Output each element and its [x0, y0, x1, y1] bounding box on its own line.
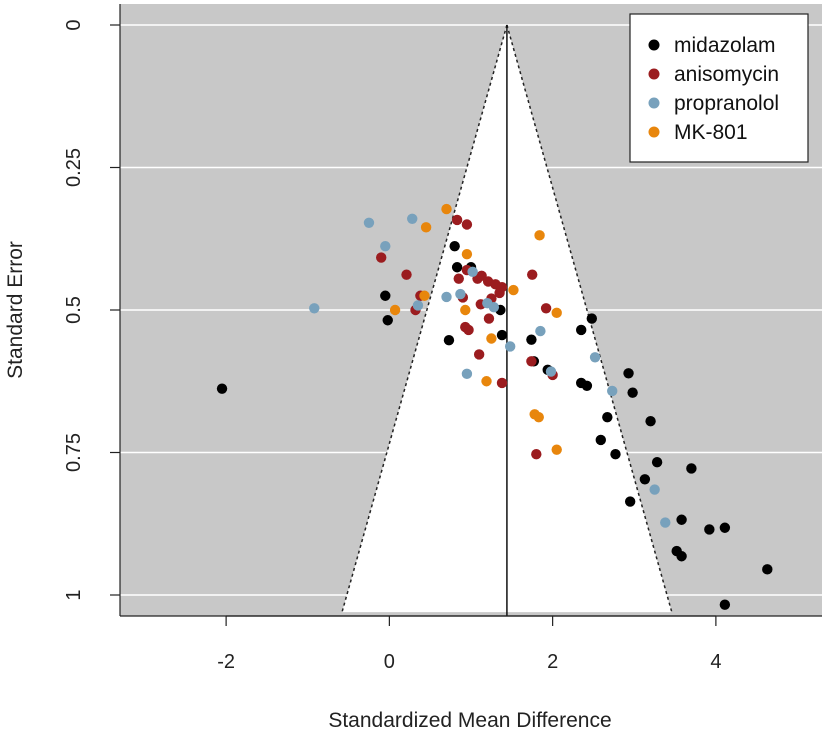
point-propranolol — [535, 325, 546, 337]
point-propranolol — [380, 240, 391, 252]
x-tick-label: 2 — [547, 651, 558, 673]
point-midazolam — [719, 522, 731, 533]
point-midazolam — [686, 463, 697, 474]
point-propranolol — [545, 366, 557, 377]
y-axis-title: Standard Error — [4, 241, 27, 379]
point-midazolam — [526, 334, 537, 345]
point-anisomycin — [463, 324, 474, 336]
point-midazolam — [676, 551, 687, 562]
point-anisomycin — [461, 219, 473, 230]
point-anisomycin — [540, 303, 552, 314]
point-midazolam — [575, 324, 587, 336]
legend-box — [629, 13, 809, 163]
point-midazolam — [581, 380, 593, 392]
point-midazolam — [496, 329, 508, 341]
point-midazolam — [610, 449, 621, 460]
point-anisomycin — [401, 269, 412, 280]
point-propranolol — [363, 217, 375, 228]
point-mk-801 — [533, 411, 544, 423]
point-propranolol — [441, 291, 452, 303]
legend-marker — [648, 39, 660, 51]
legend-label: propranolol — [674, 92, 779, 115]
legend-marker — [648, 97, 660, 109]
legend-marker — [648, 68, 660, 80]
point-midazolam — [595, 434, 606, 446]
point-propranolol — [455, 288, 466, 300]
point-mk-801 — [534, 230, 545, 241]
point-propranolol — [309, 303, 320, 314]
x-tick-label: 0 — [384, 651, 395, 673]
point-mk-801 — [460, 304, 471, 316]
point-anisomycin — [527, 269, 538, 280]
y-tick-label: 1 — [63, 589, 85, 600]
point-anisomycin — [496, 377, 508, 389]
point-mk-801 — [551, 307, 562, 319]
point-anisomycin — [451, 214, 463, 226]
point-mk-801 — [461, 248, 473, 260]
x-axis: -2 0 2 4 — [120, 615, 822, 673]
point-midazolam — [216, 383, 228, 394]
point-propranolol — [467, 266, 478, 278]
x-tick-label: 4 — [710, 651, 721, 673]
point-anisomycin — [531, 449, 542, 460]
point-propranolol — [649, 484, 660, 495]
point-propranolol — [607, 385, 618, 397]
y-tick-label: 0.25 — [63, 148, 85, 187]
point-midazolam — [624, 496, 636, 507]
point-midazolam — [639, 474, 651, 485]
y-tick-label: 0 — [63, 19, 85, 30]
point-midazolam — [586, 313, 598, 324]
point-midazolam — [380, 290, 391, 301]
point-propranolol — [504, 341, 516, 352]
point-anisomycin — [483, 313, 495, 324]
point-anisomycin — [376, 252, 387, 263]
point-anisomycin — [453, 273, 464, 284]
point-midazolam — [623, 368, 634, 379]
point-midazolam — [382, 315, 393, 326]
point-propranolol — [488, 301, 500, 313]
point-propranolol — [461, 368, 473, 380]
point-midazolam — [704, 524, 715, 535]
legend-label: MK-801 — [674, 121, 748, 144]
point-propranolol — [407, 213, 418, 224]
y-tick-label: 0.5 — [63, 296, 85, 324]
point-midazolam — [627, 387, 638, 398]
point-propranolol — [660, 517, 671, 528]
legend-label: anisomycin — [674, 63, 779, 86]
legend-marker — [648, 126, 660, 138]
point-mk-801 — [486, 333, 497, 344]
point-propranolol — [412, 300, 424, 311]
legend-label: midazolam — [674, 34, 776, 57]
point-propranolol — [589, 352, 601, 363]
point-mk-801 — [389, 304, 401, 316]
point-mk-801 — [420, 222, 432, 233]
point-midazolam — [645, 415, 656, 427]
point-mk-801 — [441, 203, 452, 215]
point-anisomycin — [526, 356, 537, 367]
point-midazolam — [651, 456, 663, 468]
y-axis: 0 0.25 0.5 0.75 1 — [63, 4, 121, 616]
point-mk-801 — [481, 376, 492, 387]
point-midazolam — [449, 240, 460, 252]
point-anisomycin — [473, 349, 485, 360]
point-midazolam — [676, 514, 687, 525]
point-midazolam — [719, 599, 731, 610]
x-tick-label: -2 — [217, 651, 235, 673]
y-tick-label: 0.75 — [63, 433, 85, 472]
point-midazolam — [762, 564, 773, 575]
point-mk-801 — [551, 444, 562, 455]
point-midazolam — [443, 335, 455, 346]
point-mk-801 — [419, 290, 430, 301]
point-midazolam — [451, 262, 463, 273]
point-anisomycin — [494, 287, 505, 299]
point-midazolam — [602, 411, 613, 423]
point-mk-801 — [508, 284, 519, 296]
data-points — [216, 203, 773, 610]
x-axis-title: Standardized Mean Difference — [328, 709, 611, 730]
legend: midazolam anisomycin propranolol MK-801 — [629, 13, 809, 163]
